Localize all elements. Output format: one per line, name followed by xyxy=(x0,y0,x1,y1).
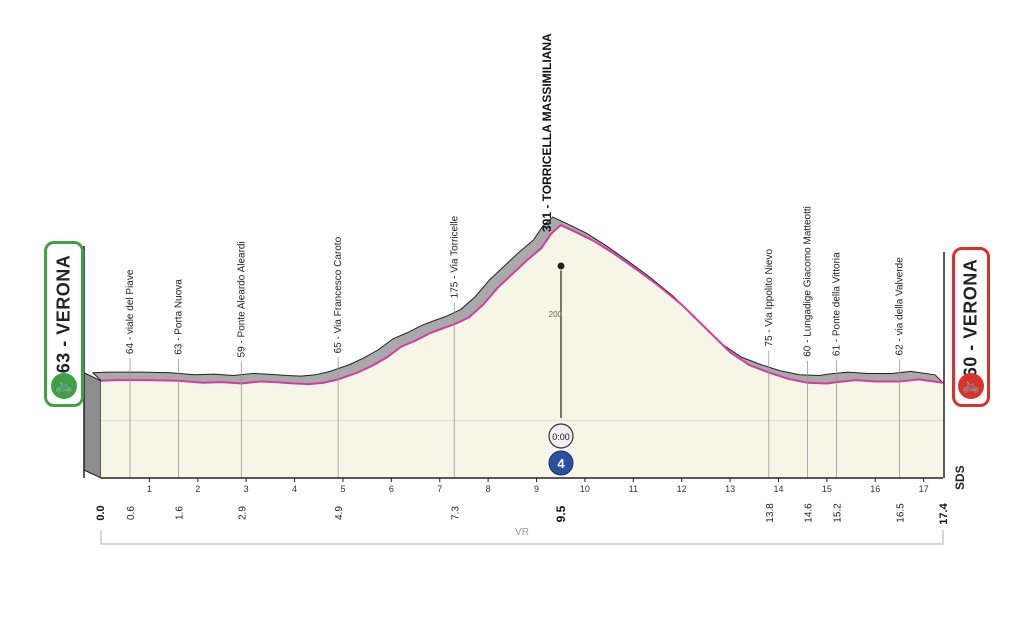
waypoint-label: 59 - Ponte Aleardo Aleardi xyxy=(236,241,247,357)
waypoint-km-label: 4.9 xyxy=(334,506,345,520)
waypoint-label: 175 - Via Torricelle xyxy=(449,215,460,298)
km-tick-label: 8 xyxy=(486,484,491,494)
km-tick-label: 6 xyxy=(389,484,394,494)
category-badge-text: 4 xyxy=(557,456,565,471)
cyclist-icon: 🚲 xyxy=(51,373,77,399)
cyclist-icon: 🚲 xyxy=(958,373,984,399)
waypoint-km-label: 1.6 xyxy=(174,506,185,520)
waypoint-label: 75 - Via Ippolito Nievo xyxy=(764,249,775,347)
summit-label: 301 - TORRICELLA MASSIMILIANA xyxy=(540,33,554,232)
km-tick-label: 17 xyxy=(919,484,929,494)
waypoint-label: 61 - Ponte della Vittoria xyxy=(832,252,843,356)
finish-badge: 60 - VERONA 🚲 xyxy=(952,247,990,407)
km-tick-label: 10 xyxy=(580,484,590,494)
km-tick-label: 9 xyxy=(534,484,539,494)
stage-time-badge: 0:00 xyxy=(548,423,574,449)
km-start-label: 0.0 xyxy=(95,505,107,520)
km-tick-label: 11 xyxy=(629,484,638,494)
km-summit-label: 9.5 xyxy=(554,505,568,522)
sds-brand-mark: SDS xyxy=(953,465,967,490)
km-tick-label: 3 xyxy=(244,484,249,494)
category-badge: 4 xyxy=(548,450,574,476)
footer-label: VR xyxy=(515,527,529,538)
waypoint-label: 63 - Porta Nuova xyxy=(173,279,184,355)
finish-label: 60 - VERONA xyxy=(960,258,981,378)
waypoint-label: 60 - Lungadige Giacomo Matteotti xyxy=(803,206,814,357)
waypoint-km-label: 0.6 xyxy=(126,506,137,520)
stage-time-text: 0:00 xyxy=(552,432,570,442)
waypoint-label: 65 - Via Francesco Caroto xyxy=(333,236,344,353)
profile-gridline xyxy=(101,420,943,421)
km-finish-label: 17.4 xyxy=(938,502,950,524)
km-tick-label: 15 xyxy=(822,484,832,494)
waypoint-km-label: 15.2 xyxy=(833,503,844,523)
km-tick-label: 2 xyxy=(195,484,200,494)
summit-dot xyxy=(556,261,566,271)
km-tick-label: 13 xyxy=(725,484,735,494)
profile-area xyxy=(101,225,943,478)
marker-lines-layer xyxy=(129,302,925,482)
start-label: 63 - VERONA xyxy=(53,255,74,374)
road-line xyxy=(100,223,944,386)
km-tick-label: 5 xyxy=(340,484,345,494)
km-tick-label: 12 xyxy=(677,484,687,494)
km-tick-label: 7 xyxy=(437,484,442,494)
footer-bracket xyxy=(100,530,944,545)
waypoint-km-label: 13.8 xyxy=(765,503,776,523)
waypoint-label: 62 - via della Valverde xyxy=(894,257,905,356)
km-tick-label: 4 xyxy=(292,484,297,494)
km-tick-label: 1 xyxy=(147,484,152,494)
waypoint-km-label: 7.3 xyxy=(450,506,461,520)
start-badge: 63 - VERONA 🚲 xyxy=(44,241,84,407)
km-tick-label: 16 xyxy=(870,484,880,494)
profile-side-face xyxy=(83,371,102,479)
profile-layer xyxy=(83,216,945,479)
waypoint-label: 64 - viale del Piave xyxy=(125,269,136,354)
waypoint-km-label: 2.9 xyxy=(237,506,248,520)
km-tick-label: 14 xyxy=(773,484,783,494)
waypoint-km-label: 16.5 xyxy=(895,503,906,523)
altitude-tick-200: 200 xyxy=(549,310,563,319)
waypoint-km-label: 14.6 xyxy=(804,503,815,523)
